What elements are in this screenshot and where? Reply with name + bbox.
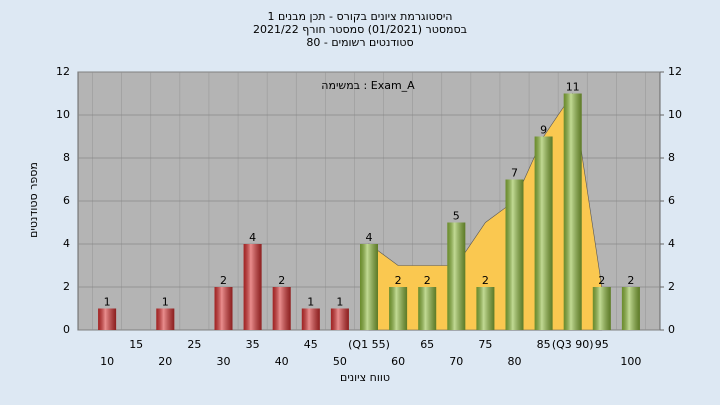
x-tick-label: 70 — [449, 355, 463, 368]
value-label: 2 — [424, 274, 431, 287]
y-tick-label: 8 — [63, 151, 70, 164]
bar-shade — [563, 93, 582, 330]
value-label: 4 — [366, 231, 373, 244]
x-tick-label: (Q1 55) — [348, 338, 390, 351]
value-label: 9 — [540, 124, 547, 137]
value-label: 2 — [278, 274, 285, 287]
bar-shade — [447, 222, 466, 330]
value-label: 1 — [307, 296, 314, 309]
bar-shade — [476, 287, 495, 330]
bar-shade — [214, 287, 233, 330]
x-tick-label: 15 — [129, 338, 143, 351]
value-label: 2 — [598, 274, 605, 287]
x-tick-label: (Q3 90) — [552, 338, 594, 351]
bar-shade — [301, 308, 320, 330]
annotation: במשימה : Exam_A — [321, 79, 415, 92]
bar-shade — [330, 308, 349, 330]
value-label: 2 — [627, 274, 634, 287]
value-label: 1 — [336, 296, 343, 309]
bar-shade — [389, 287, 408, 330]
bar-shade — [592, 287, 611, 330]
y2-tick-label: 4 — [668, 237, 675, 250]
title-line: בסמסטר (01/2021) סמסטר חורף 2021/22 — [253, 23, 467, 36]
bar-shade — [418, 287, 437, 330]
x-tick-label: 25 — [187, 338, 201, 351]
x-tick-label: 30 — [217, 355, 231, 368]
y-tick-label: 4 — [63, 237, 70, 250]
value-label: 2 — [220, 274, 227, 287]
y2-tick-label: 12 — [668, 65, 682, 78]
y2-tick-label: 2 — [668, 280, 675, 293]
y-tick-label: 10 — [56, 108, 70, 121]
bar-shade — [360, 244, 378, 330]
y2-tick-label: 6 — [668, 194, 675, 207]
x-tick-label: 20 — [158, 355, 172, 368]
x-tick-label: 65 — [420, 338, 434, 351]
value-label: 4 — [249, 231, 256, 244]
y-axis-label: מספר סטודנטים — [27, 162, 40, 238]
title-line: היסטוגרמת ציונים בקורס - תכן מבנים 1 — [268, 10, 453, 23]
y-tick-label: 2 — [63, 280, 70, 293]
y2-tick-label: 8 — [668, 151, 675, 164]
x-tick-label: 40 — [275, 355, 289, 368]
value-label: 11 — [566, 81, 580, 94]
y2-tick-label: 10 — [668, 108, 682, 121]
y-tick-label: 0 — [63, 323, 70, 336]
x-tick-label: 35 — [246, 338, 260, 351]
x-tick-label: 45 — [304, 338, 318, 351]
value-label: 1 — [162, 296, 169, 309]
x-axis-label: טווח ציונים — [340, 371, 390, 384]
title-line: סטודנטים רשומים - 80 — [306, 36, 413, 49]
x-tick-label: 95 — [595, 338, 609, 351]
x-tick-label: 75 — [478, 338, 492, 351]
x-tick-label: 100 — [620, 355, 641, 368]
bar-shade — [156, 308, 175, 330]
y2-tick-label: 0 — [668, 323, 675, 336]
bar-shade — [243, 244, 262, 330]
bar-shade — [534, 136, 553, 330]
value-label: 5 — [453, 210, 460, 223]
bar-shade — [621, 287, 640, 330]
value-label: 2 — [395, 274, 402, 287]
x-tick-label: 60 — [391, 355, 405, 368]
value-label: 7 — [511, 167, 518, 180]
y-tick-label: 12 — [56, 65, 70, 78]
x-tick-label: 50 — [333, 355, 347, 368]
y-tick-label: 6 — [63, 194, 70, 207]
x-tick-label: 10 — [100, 355, 114, 368]
bar-shade — [272, 287, 291, 330]
x-tick-label: 85 — [537, 338, 551, 351]
value-label: 1 — [104, 296, 111, 309]
value-label: 2 — [482, 274, 489, 287]
bar-shade — [98, 308, 117, 330]
x-tick-label: 80 — [508, 355, 522, 368]
bar-shade — [505, 179, 524, 330]
